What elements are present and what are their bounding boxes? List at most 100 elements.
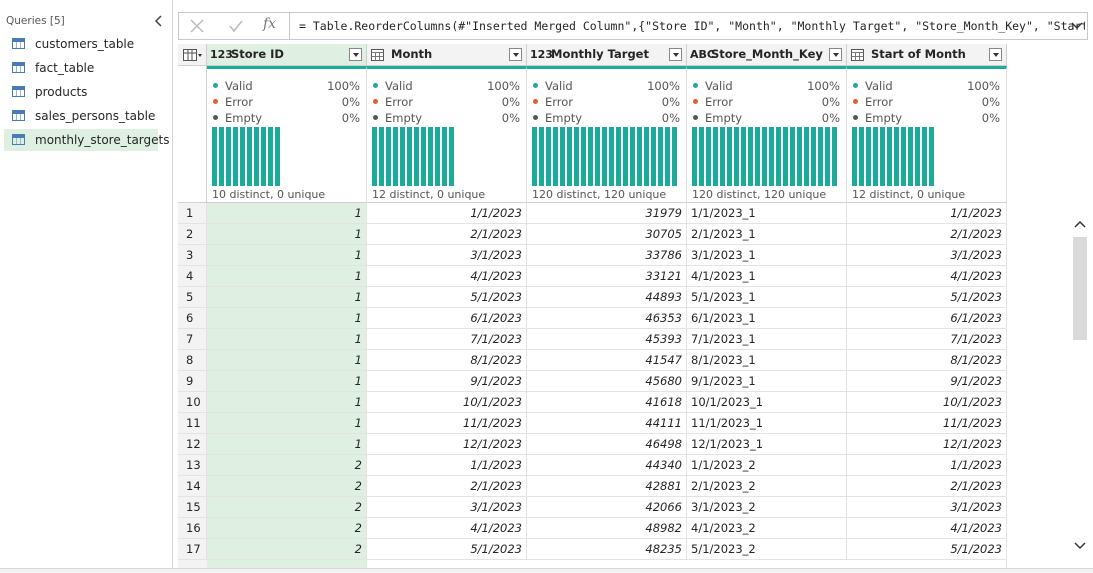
column-header[interactable]: 123 Monthly Target: [527, 44, 687, 66]
table-cell[interactable]: 1: [207, 392, 367, 413]
column-dropdown[interactable]: [669, 48, 682, 61]
column-name[interactable]: Start of Month: [871, 47, 966, 61]
table-cell[interactable]: 7/1/2023: [847, 329, 1007, 350]
table-cell[interactable]: 6/1/2023_1: [687, 308, 847, 329]
expand-formula[interactable]: [1071, 21, 1083, 31]
table-cell[interactable]: 1: [207, 287, 367, 308]
table-cell[interactable]: 4/1/2023_1: [687, 266, 847, 287]
table-cell[interactable]: 2/1/2023: [847, 224, 1007, 245]
table-cell[interactable]: 3/1/2023_2: [687, 497, 847, 518]
table-cell[interactable]: 5/1/2023: [367, 539, 527, 560]
cancel-button[interactable]: [189, 19, 205, 33]
table-cell[interactable]: 1/1/2023: [847, 455, 1007, 476]
table-cell[interactable]: 12/1/2023_1: [687, 434, 847, 455]
table-cell[interactable]: 45393: [527, 329, 687, 350]
column-dropdown[interactable]: [509, 48, 522, 61]
query-item[interactable]: customers_table: [4, 33, 158, 55]
table-cell[interactable]: 12/1/2023: [367, 434, 527, 455]
table-cell[interactable]: 8/1/2023: [847, 350, 1007, 371]
table-cell[interactable]: 44340: [527, 455, 687, 476]
type-icon[interactable]: 123: [210, 48, 233, 61]
table-cell[interactable]: 1/1/2023_2: [687, 455, 847, 476]
table-cell[interactable]: 1: [207, 413, 367, 434]
table-cell[interactable]: 3/1/2023: [367, 497, 527, 518]
column-dropdown[interactable]: [349, 48, 362, 61]
table-cell[interactable]: 41547: [527, 350, 687, 371]
scroll-thumb[interactable]: [1073, 237, 1087, 340]
table-cell[interactable]: 4/1/2023_2: [687, 518, 847, 539]
table-cell[interactable]: 11/1/2023: [847, 413, 1007, 434]
query-item[interactable]: sales_persons_table: [4, 105, 158, 127]
column-name[interactable]: Store_Month_Key: [711, 47, 823, 61]
table-cell[interactable]: 4/1/2023: [367, 518, 527, 539]
column-name[interactable]: Month: [391, 47, 433, 61]
table-cell[interactable]: 3/1/2023_1: [687, 245, 847, 266]
table-cell[interactable]: 6/1/2023: [367, 308, 527, 329]
table-cell[interactable]: 42881: [527, 476, 687, 497]
table-cell[interactable]: 2/1/2023: [367, 476, 527, 497]
table-cell[interactable]: 5/1/2023: [847, 287, 1007, 308]
table-cell[interactable]: 2/1/2023_1: [687, 224, 847, 245]
table-cell[interactable]: 4/1/2023: [847, 266, 1007, 287]
table-cell[interactable]: 1: [207, 434, 367, 455]
column-dropdown[interactable]: [989, 48, 1002, 61]
type-icon[interactable]: [851, 48, 865, 61]
table-cell[interactable]: 5/1/2023_2: [687, 539, 847, 560]
distribution-chart[interactable]: [852, 127, 936, 186]
table-cell[interactable]: 7/1/2023: [367, 329, 527, 350]
table-cell[interactable]: 1: [207, 245, 367, 266]
query-item[interactable]: products: [4, 81, 158, 103]
table-cell[interactable]: 1: [207, 371, 367, 392]
table-cell[interactable]: 48982: [527, 518, 687, 539]
table-cell[interactable]: 5/1/2023: [847, 539, 1007, 560]
table-cell[interactable]: 1: [207, 224, 367, 245]
distribution-chart[interactable]: [532, 127, 679, 186]
table-cell[interactable]: 2: [207, 539, 367, 560]
table-cell[interactable]: 1: [207, 266, 367, 287]
column-header[interactable]: Month: [367, 44, 527, 66]
table-cell[interactable]: 9/1/2023: [847, 371, 1007, 392]
table-cell[interactable]: 2/1/2023_2: [687, 476, 847, 497]
table-cell[interactable]: 3/1/2023: [367, 245, 527, 266]
commit-button[interactable]: [228, 19, 244, 33]
table-cell[interactable]: 2/1/2023: [367, 224, 527, 245]
column-header[interactable]: 123 Store ID: [207, 44, 367, 66]
type-icon[interactable]: ABC: [690, 48, 715, 61]
table-cell[interactable]: 46498: [527, 434, 687, 455]
table-cell[interactable]: 42066: [527, 497, 687, 518]
table-cell[interactable]: 1: [207, 350, 367, 371]
table-cell[interactable]: 2: [207, 455, 367, 476]
table-cell[interactable]: 41618: [527, 392, 687, 413]
table-cell[interactable]: 1: [207, 329, 367, 350]
table-cell[interactable]: 1/1/2023: [367, 455, 527, 476]
table-cell[interactable]: 12/1/2023: [847, 434, 1007, 455]
distribution-chart[interactable]: [372, 127, 456, 186]
table-cell[interactable]: 45680: [527, 371, 687, 392]
table-cell[interactable]: 7/1/2023_1: [687, 329, 847, 350]
table-cell[interactable]: 2: [207, 497, 367, 518]
column-name[interactable]: Monthly Target: [551, 47, 649, 61]
table-cell[interactable]: 31979: [527, 203, 687, 224]
table-cell[interactable]: 2: [207, 518, 367, 539]
table-cell[interactable]: 30705: [527, 224, 687, 245]
table-cell[interactable]: 48235: [527, 539, 687, 560]
distribution-chart[interactable]: [692, 127, 839, 186]
table-cell[interactable]: 11/1/2023_1: [687, 413, 847, 434]
table-cell[interactable]: 1: [207, 203, 367, 224]
table-cell[interactable]: 8/1/2023: [367, 350, 527, 371]
column-header[interactable]: ABC Store_Month_Key: [687, 44, 847, 66]
table-cell[interactable]: 5/1/2023: [367, 287, 527, 308]
type-icon[interactable]: 123: [530, 48, 553, 61]
column-header[interactable]: Start of Month: [847, 44, 1007, 66]
query-item[interactable]: fact_table: [4, 57, 158, 79]
table-cell[interactable]: 1/1/2023_1: [687, 203, 847, 224]
table-cell[interactable]: 11/1/2023: [367, 413, 527, 434]
query-item[interactable]: monthly_store_targets: [4, 129, 169, 151]
table-cell[interactable]: 2: [207, 476, 367, 497]
collapse-button[interactable]: [154, 14, 164, 28]
table-cell[interactable]: 44893: [527, 287, 687, 308]
table-cell[interactable]: 4/1/2023: [367, 266, 527, 287]
table-cell[interactable]: 4/1/2023: [847, 518, 1007, 539]
table-cell[interactable]: 1/1/2023: [367, 203, 527, 224]
table-cell[interactable]: 10/1/2023_1: [687, 392, 847, 413]
